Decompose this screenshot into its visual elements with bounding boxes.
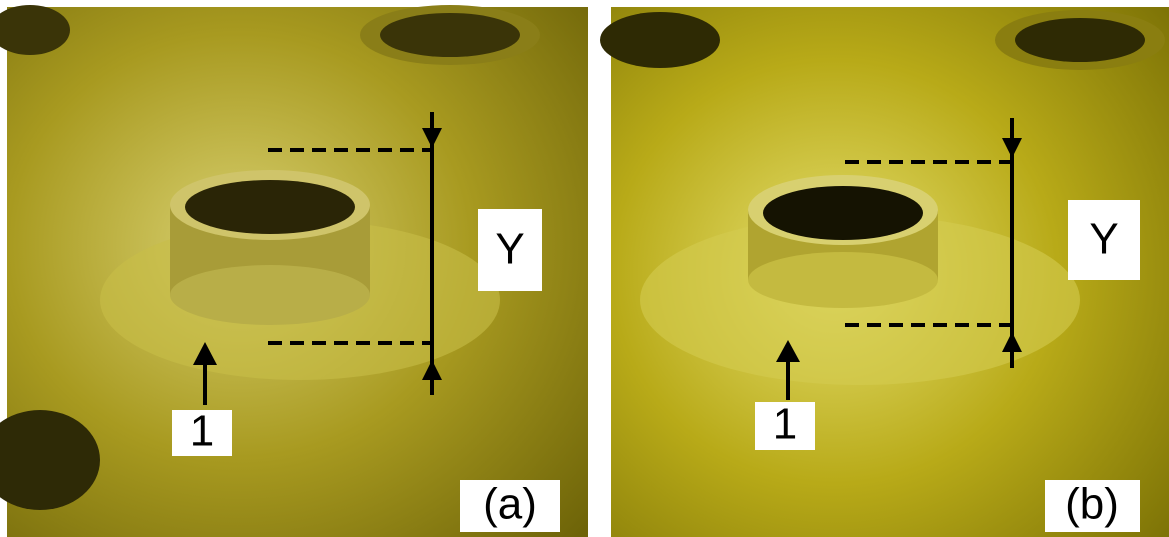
panel-label: (a)	[483, 480, 537, 529]
dimension-label: Y	[495, 225, 524, 274]
feature-label: 1	[773, 400, 797, 449]
panel-label: (b)	[1065, 480, 1119, 529]
figure: Y 1 (a) Y 1 (b)	[0, 0, 1169, 537]
panel-b: Y 1 (b)	[600, 7, 1169, 537]
panel-a: Y 1 (a)	[0, 5, 588, 537]
dimension-label: Y	[1089, 215, 1118, 264]
feature-label: 1	[190, 407, 214, 456]
